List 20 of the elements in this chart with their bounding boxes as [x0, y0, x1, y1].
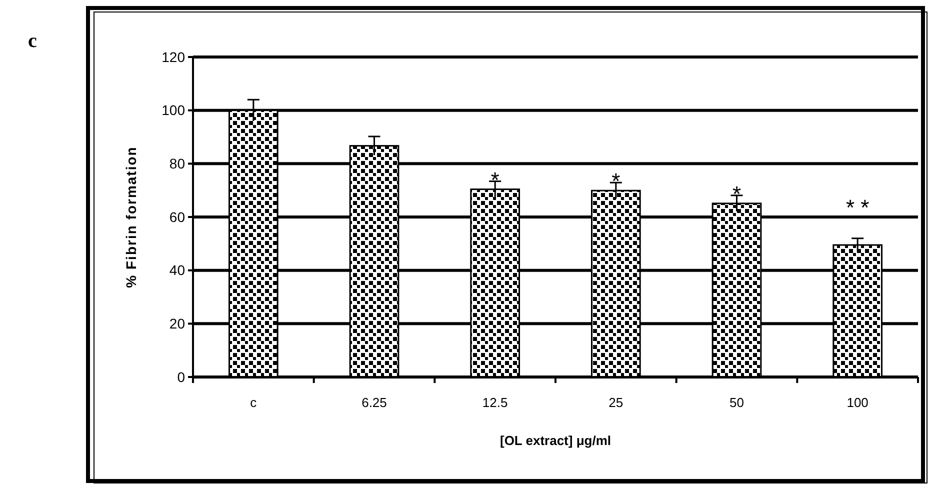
y-axis-title: % Fibrin formation: [123, 146, 139, 288]
annotation: *: [612, 168, 621, 194]
y-tick-label: 40: [169, 262, 186, 278]
x-tick-label: 12.5: [482, 395, 508, 410]
annotation: *: [490, 167, 500, 192]
x-tick-label: c: [250, 395, 258, 410]
y-tick-label: 100: [162, 102, 186, 118]
x-tick-label: 6.25: [362, 395, 387, 410]
x-axis-title: [OL extract] μg/ml: [500, 433, 612, 448]
x-tick-label: 50: [730, 395, 744, 410]
y-tick-label: 60: [169, 208, 186, 225]
annotation: *: [732, 181, 742, 206]
y-tick-label: 0: [177, 368, 186, 385]
y-tick-label: 120: [162, 48, 186, 65]
y-tick-label: 20: [169, 316, 186, 332]
x-tick-label: 25: [608, 395, 624, 410]
x-tick-label: 100: [846, 395, 868, 410]
text: c: [28, 30, 37, 52]
annotation: * *: [846, 195, 870, 220]
y-tick-label: 80: [169, 156, 186, 172]
